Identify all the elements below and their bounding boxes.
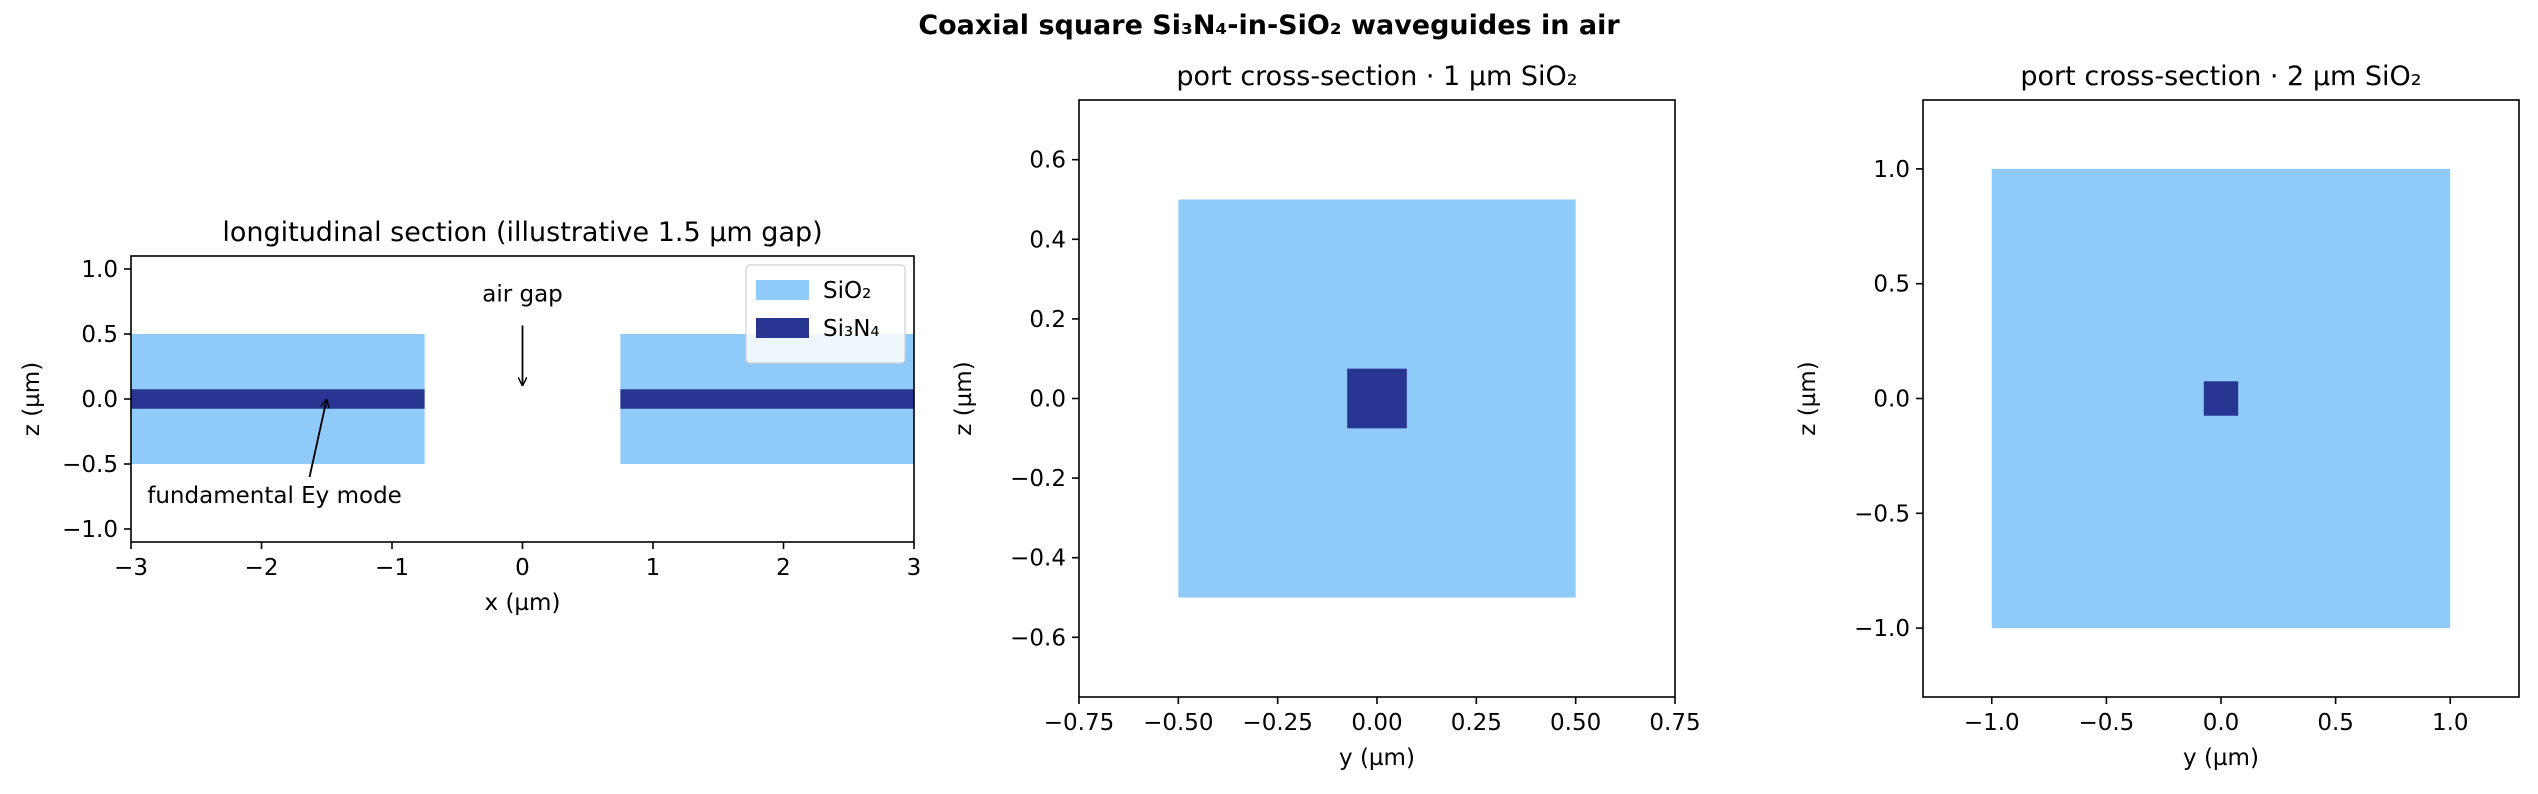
x-tick-label: 1.0 bbox=[2432, 710, 2469, 736]
y-tick-label: 0.4 bbox=[1029, 227, 1066, 253]
chart-panel-1: −3 −2 −1 0 1 2 3 1.0 0.5 0.0 −0.5 −1.0 x (µm) z (µm) l… bbox=[19, 217, 921, 616]
x-axis-label: y (µm) bbox=[2183, 745, 2259, 771]
panel-title: port cross-section · 1 µm SiO₂ bbox=[1176, 61, 1577, 92]
legend: SiO₂ Si₃N₄ bbox=[745, 264, 906, 364]
x-tick-label: −2 bbox=[245, 555, 279, 581]
panel-title: longitudinal section (illustrative 1.5 µ… bbox=[222, 217, 822, 248]
y-tick-label: −1.0 bbox=[62, 517, 118, 543]
annotation-text: air gap bbox=[482, 282, 563, 308]
x-tick-label: −1.0 bbox=[1964, 710, 2020, 736]
x-tick-label: −0.5 bbox=[2078, 710, 2134, 736]
y-tick-label: 0.0 bbox=[81, 387, 118, 413]
x-tick-label: 0.25 bbox=[1451, 710, 1502, 736]
x-tick-label: −3 bbox=[114, 555, 148, 581]
x-tick-label: 0.0 bbox=[2203, 710, 2240, 736]
y-axis-label: z (µm) bbox=[951, 361, 977, 435]
regions-group bbox=[1991, 168, 2451, 629]
si3n4-core bbox=[2203, 381, 2239, 416]
y-tick-label: 0.6 bbox=[1029, 148, 1066, 174]
y-axis-label: z (µm) bbox=[19, 362, 45, 436]
x-tick-label: −0.75 bbox=[1044, 710, 1114, 736]
y-tick-label: −0.4 bbox=[1010, 546, 1066, 572]
y-tick-label: −0.6 bbox=[1010, 625, 1066, 651]
chart-panel-3: −1.0 −0.5 0.0 0.5 1.0 1.0 0.5 0.0 −0.5 −1.0 y (µm)… bbox=[1795, 61, 2520, 771]
regions-group bbox=[131, 334, 914, 464]
y-tick-label: 1.0 bbox=[81, 257, 118, 283]
y-axis-label: z (µm) bbox=[1795, 361, 1821, 435]
x-tick-label: 0.00 bbox=[1351, 710, 1402, 736]
si3n4-core bbox=[131, 389, 425, 409]
annotation-text: fundamental Ey mode bbox=[147, 483, 402, 509]
y-tick-label: −0.5 bbox=[62, 452, 118, 478]
annotation-ey-mode: fundamental Ey mode bbox=[147, 399, 402, 509]
si3n4-core bbox=[620, 389, 914, 409]
y-tick-label: −0.5 bbox=[1854, 501, 1910, 527]
x-tick-label: −0.50 bbox=[1143, 710, 1213, 736]
x-tick-label: 1 bbox=[646, 555, 661, 581]
annotation-air-gap: air gap bbox=[482, 282, 563, 386]
y-tick-label: 1.0 bbox=[1873, 157, 1910, 183]
y-tick-label: −1.0 bbox=[1854, 616, 1910, 642]
x-tick-label: 3 bbox=[907, 555, 922, 581]
y-tick-label: 0.0 bbox=[1873, 387, 1910, 413]
regions-group bbox=[1178, 199, 1576, 598]
y-tick-label: 0.2 bbox=[1029, 307, 1066, 333]
x-tick-label: −0.25 bbox=[1242, 710, 1312, 736]
y-tick-label: 0.5 bbox=[1873, 272, 1910, 298]
x-tick-label: 0.75 bbox=[1649, 710, 1700, 736]
chart-panel-2: −0.75 −0.50 −0.25 0.00 0.25 0.50 0.75 0.6 0.4 0.2… bbox=[951, 61, 1701, 771]
x-tick-label: 0.5 bbox=[2317, 710, 2354, 736]
legend-label: SiO₂ bbox=[823, 278, 871, 304]
legend-swatch-si3n4 bbox=[756, 318, 809, 338]
x-tick-label: −1 bbox=[375, 555, 409, 581]
x-tick-label: 2 bbox=[776, 555, 791, 581]
x-axis-label: y (µm) bbox=[1339, 745, 1415, 771]
y-tick-label: 0.0 bbox=[1029, 387, 1066, 413]
figure-title: Coaxial square Si₃N₄-in-SiO₂ waveguides … bbox=[918, 10, 1620, 41]
annotation-arrow bbox=[308, 399, 327, 478]
x-tick-label: 0 bbox=[515, 555, 530, 581]
legend-swatch-sio2 bbox=[756, 280, 809, 300]
legend-label: Si₃N₄ bbox=[823, 316, 880, 342]
x-axis-label: x (µm) bbox=[485, 590, 561, 616]
si3n4-core bbox=[1347, 368, 1407, 429]
x-tick-label: 0.50 bbox=[1550, 710, 1601, 736]
y-tick-label: 0.5 bbox=[81, 322, 118, 348]
panel-title: port cross-section · 2 µm SiO₂ bbox=[2020, 61, 2421, 92]
y-tick-label: −0.2 bbox=[1010, 466, 1066, 492]
